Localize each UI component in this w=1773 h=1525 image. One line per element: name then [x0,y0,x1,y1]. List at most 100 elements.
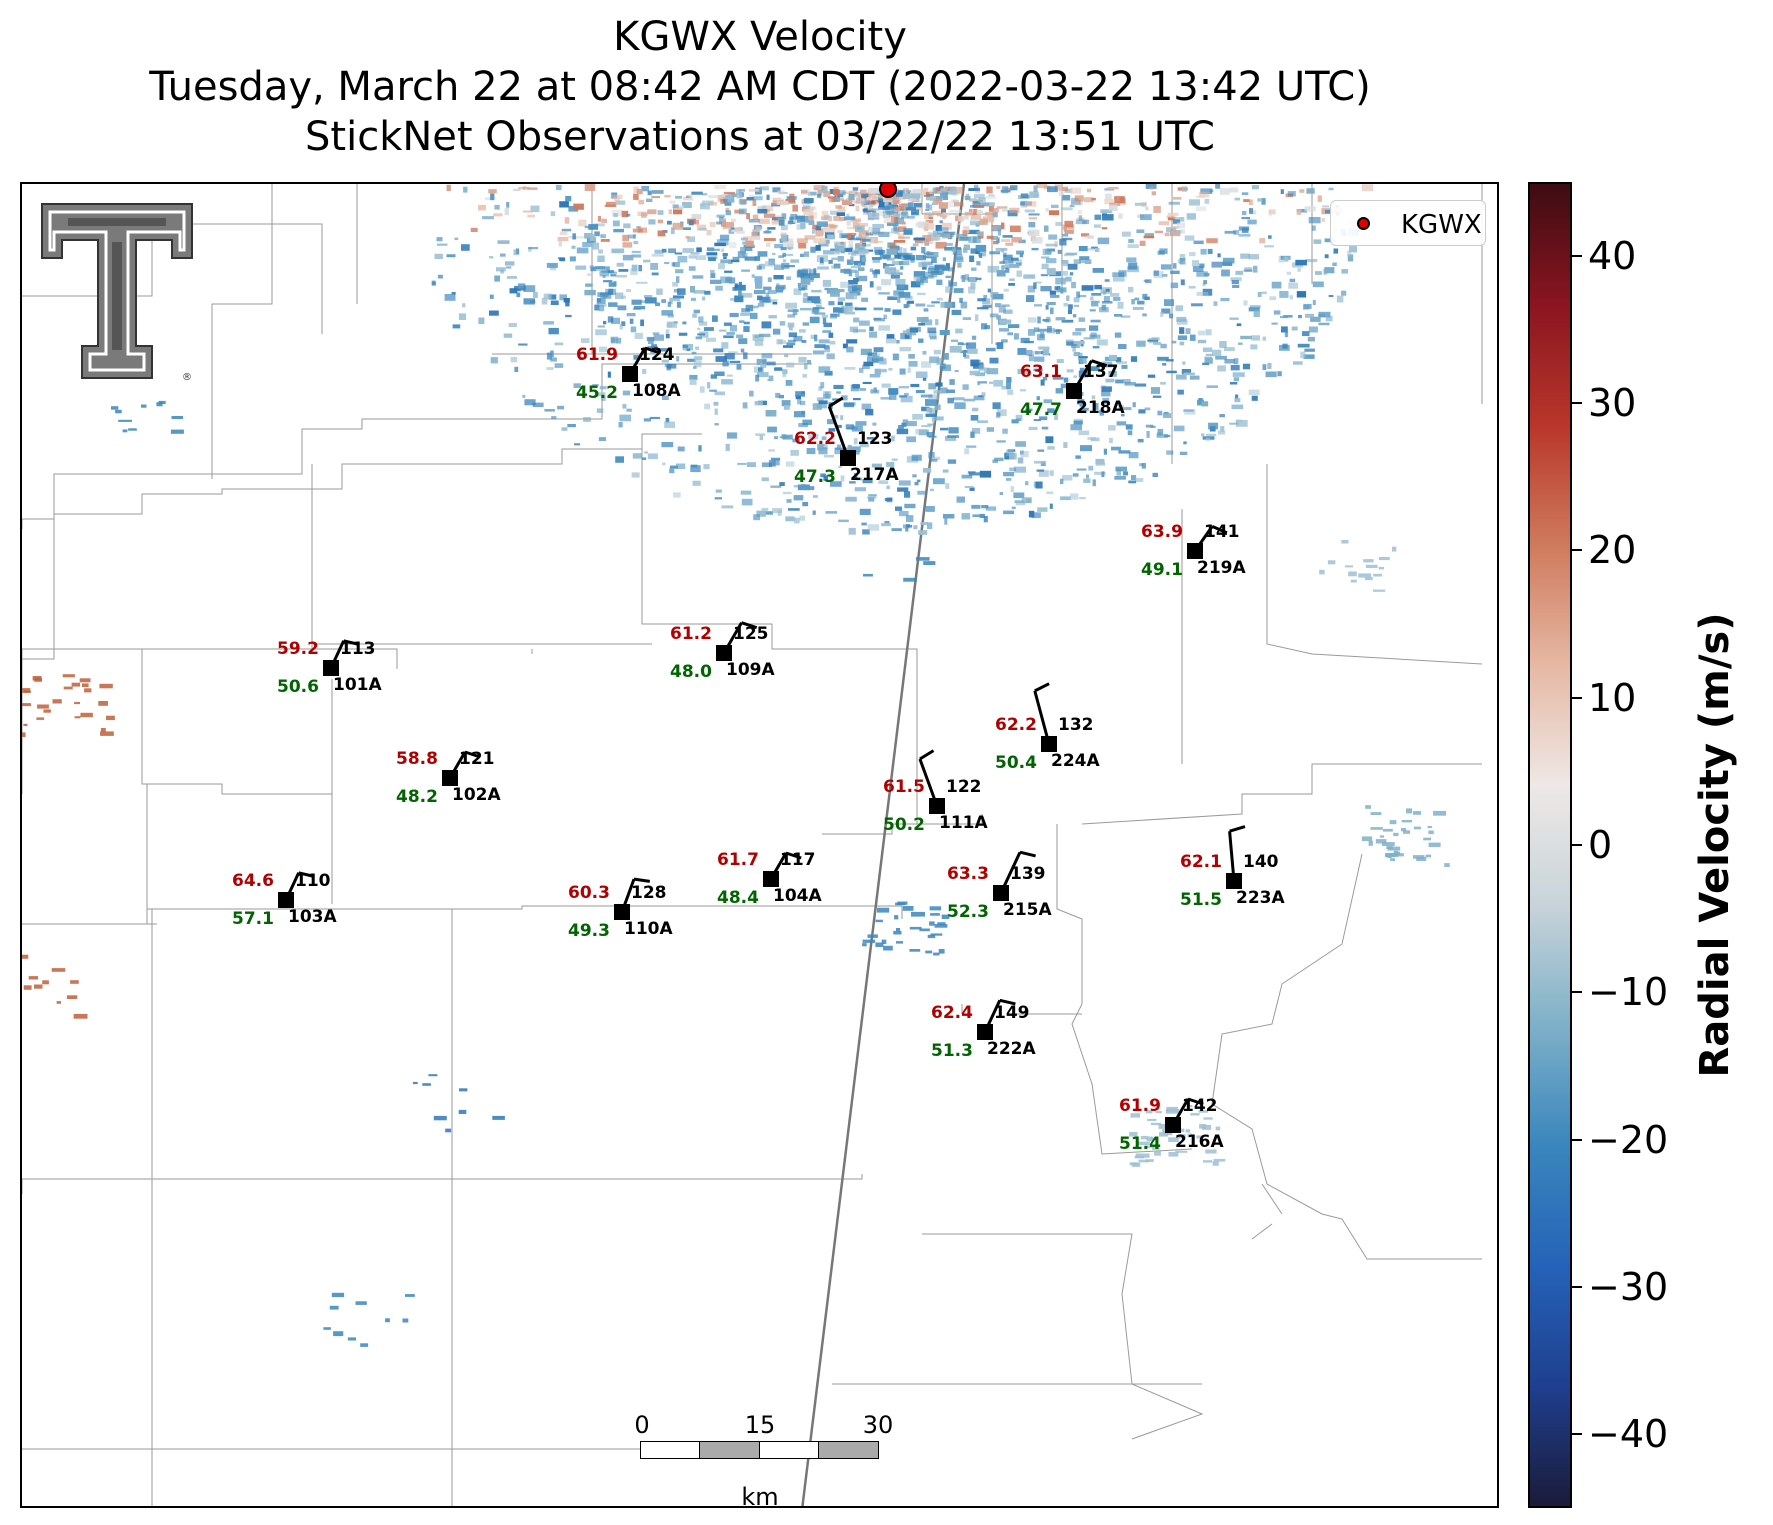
chart-title: KGWX Velocity [613,14,907,60]
station-id: 224A [1051,751,1100,771]
station-104A: 61.7 117 48.4 104A [717,850,822,908]
station-217A: 62.2 123 47.3 217A [794,396,899,487]
map-panel: 61.9 124 45.2 108A 63.1 137 47.7 218A 62.2 123 47.… [20,182,1499,1508]
station-temperature: 62.2 [794,429,836,449]
station-temperature: 63.9 [1141,522,1183,542]
wind-barb-shaft [827,405,850,459]
station-temperature: 62.2 [995,715,1037,735]
station-id: 219A [1197,558,1246,578]
wind-barb-flag [464,750,481,759]
legend: KGWX [1330,200,1486,246]
station-probe-number: 137 [1083,362,1119,382]
wind-barb-flag [919,749,935,761]
station-216A: 61.9 142 51.4 216A [1119,1096,1224,1154]
station-dewpoint: 48.0 [670,662,712,682]
station-probe-number: 122 [946,777,982,797]
colorbar-tick-label: 20 [1588,528,1637,573]
station-marker [993,885,1009,901]
wind-barb-flag [298,871,315,878]
station-dewpoint: 57.1 [232,909,274,929]
station-103A: 64.6 110 57.1 103A [232,871,337,929]
station-dewpoint: 51.5 [1180,890,1222,910]
colorbar [1528,182,1572,1508]
scale-bar-segment [640,1441,700,1459]
colorbar-tick [1572,1138,1582,1141]
radar-map: 61.9 124 45.2 108A 63.1 137 47.7 218A 62.2 123 47.… [22,184,1483,1506]
station-218A: 63.1 137 47.7 218A [1020,359,1125,420]
station-215A: 63.3 139 52.3 215A [947,850,1052,922]
county-boundaries [22,184,1483,1506]
station-marker [763,871,779,887]
colorbar-tick [1572,1433,1582,1436]
station-probe-number: 110 [295,871,331,891]
station-id: 108A [632,381,681,401]
station-101A: 59.2 113 50.6 101A [277,639,382,697]
wind-barb-flag [644,346,661,355]
station-probe-number: 113 [340,639,376,659]
station-marker [1187,543,1203,559]
station-id: 111A [939,813,988,833]
colorbar-title: Radial Velocity (m/s) [1692,612,1738,1078]
station-marker [323,660,339,676]
station-temperature: 61.2 [670,624,712,644]
station-dewpoint: 49.1 [1141,560,1183,580]
station-dewpoint: 51.4 [1119,1134,1161,1154]
station-temperature: 62.4 [931,1003,973,1023]
colorbar-tick-label: 30 [1588,381,1637,425]
station-probe-number: 125 [733,624,769,644]
station-id: 103A [288,907,337,927]
wind-barb-shaft [1228,831,1236,882]
station-dewpoint: 51.3 [931,1041,973,1061]
station-marker [278,892,294,908]
scale-bar-segment [818,1441,879,1459]
station-temperature: 58.8 [396,749,438,769]
station-224A: 62.2 132 50.4 224A [995,682,1100,773]
station-id: 101A [333,675,382,695]
station-marker [442,770,458,786]
station-id: 104A [773,886,822,906]
station-probe-number: 117 [780,850,816,870]
station-dewpoint: 50.4 [995,753,1037,773]
wind-barb-flag [1091,359,1108,368]
radar-site-marker [879,184,897,198]
station-id: 215A [1003,900,1052,920]
station-marker [1066,383,1082,399]
station-temperature: 63.3 [947,864,989,884]
station-marker [1226,873,1242,889]
wind-barb-flag [1019,850,1036,858]
colorbar-tick-label: −40 [1588,1412,1669,1457]
station-temperature: 59.2 [277,639,319,659]
station-id: 222A [987,1039,1036,1059]
station-id: 102A [452,785,501,805]
scale-bar-segment [759,1441,819,1459]
station-id: 216A [1175,1132,1224,1152]
station-probe-number: 132 [1058,715,1094,735]
station-probe-number: 121 [459,749,495,769]
station-dewpoint: 48.2 [396,787,438,807]
station-id: 109A [726,660,775,680]
wind-barb-flag [1211,525,1228,535]
station-dewpoint: 50.2 [883,815,925,835]
station-probe-number: 142 [1182,1096,1218,1116]
colorbar-tick-label: 40 [1588,233,1637,278]
colorbar-tick [1572,696,1582,699]
scale-bar-label-30: 30 [862,1411,894,1439]
wind-barb-flag [999,998,1016,1006]
station-111A: 61.5 122 50.2 111A [883,749,988,835]
wind-barb-flag [1034,682,1050,693]
station-dewpoint: 49.3 [568,921,610,941]
scale-bar-segment [699,1441,760,1459]
station-marker [716,645,732,661]
wind-barb-shaft [1033,690,1051,745]
station-marker [929,798,945,814]
station-id: 223A [1236,888,1285,908]
legend-label: KGWX [1401,210,1482,240]
station-probe-number: 124 [639,345,675,365]
colorbar-tick [1572,402,1582,404]
wind-barb-flag [1187,1097,1204,1106]
station-marker [622,366,638,382]
station-dewpoint: 50.6 [277,677,319,697]
wind-barb-flag [1229,825,1246,833]
wind-barb-flag [633,877,651,883]
station-marker [977,1024,993,1040]
